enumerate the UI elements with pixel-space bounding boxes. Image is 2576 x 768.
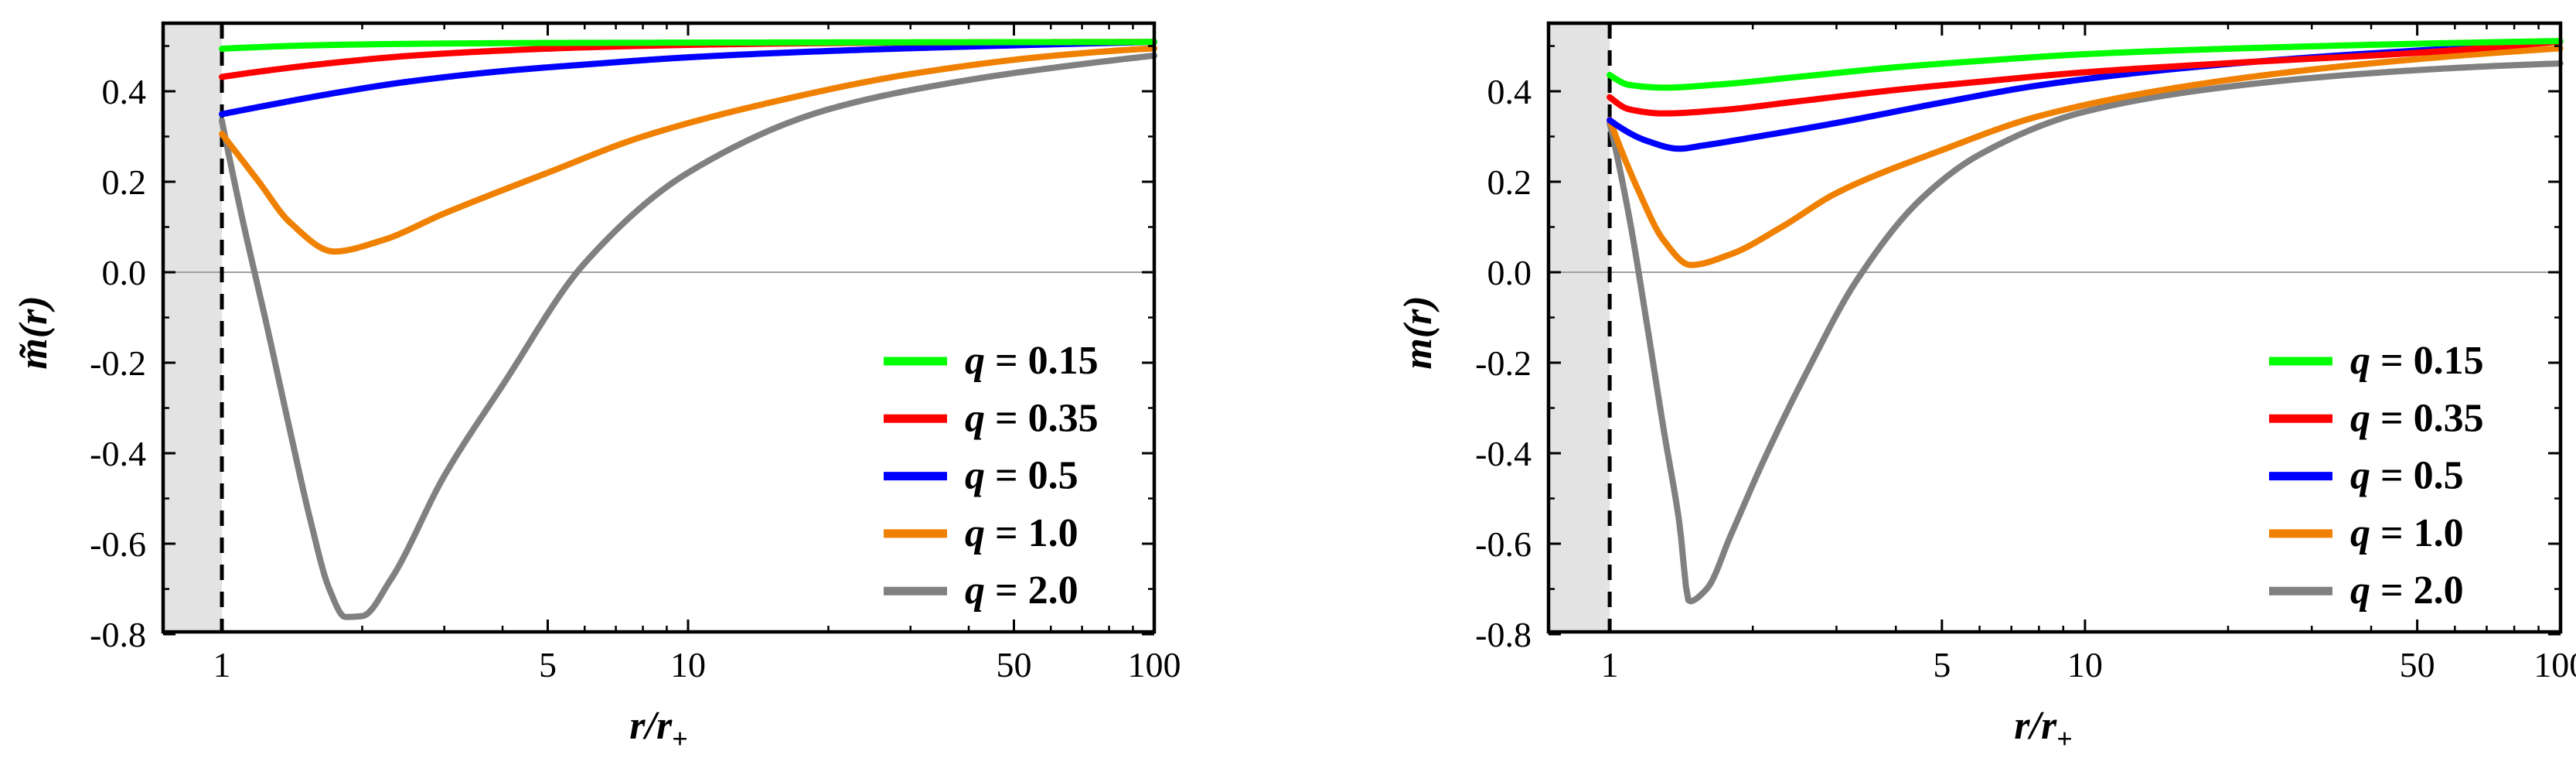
svg-text:100: 100 xyxy=(1128,645,1181,684)
svg-text:0.2: 0.2 xyxy=(102,162,147,202)
svg-text:50: 50 xyxy=(996,645,1031,684)
svg-text:q = 2.0: q = 2.0 xyxy=(965,568,1078,613)
svg-text:-0.6: -0.6 xyxy=(90,524,146,564)
svg-text:0.0: 0.0 xyxy=(1487,253,1532,292)
svg-text:-0.2: -0.2 xyxy=(90,343,146,383)
svg-text:m(r): m(r) xyxy=(1396,295,1440,369)
svg-text:q = 2.0: q = 2.0 xyxy=(2350,568,2464,613)
svg-text:q = 0.5: q = 0.5 xyxy=(2350,454,2464,498)
svg-text:1: 1 xyxy=(213,645,231,684)
svg-text:5: 5 xyxy=(539,645,557,684)
svg-text:-0.6: -0.6 xyxy=(1475,524,1532,564)
svg-text:-0.8: -0.8 xyxy=(1475,615,1532,654)
svg-text:-0.8: -0.8 xyxy=(90,615,146,654)
svg-text:q = 0.5: q = 0.5 xyxy=(965,454,1078,498)
svg-text:q = 0.35: q = 0.35 xyxy=(965,396,1099,440)
svg-text:q = 0.15: q = 0.15 xyxy=(965,339,1099,383)
svg-text:0.2: 0.2 xyxy=(1487,162,1532,202)
svg-text:q = 0.15: q = 0.15 xyxy=(2350,339,2484,383)
svg-text:0.4: 0.4 xyxy=(102,72,147,111)
svg-text:q = 1.0: q = 1.0 xyxy=(2350,511,2464,555)
svg-text:0.4: 0.4 xyxy=(1487,72,1532,111)
svg-text:m̃(r): m̃(r) xyxy=(12,295,56,369)
svg-text:10: 10 xyxy=(670,645,706,684)
svg-text:q = 0.35: q = 0.35 xyxy=(2350,396,2484,440)
svg-text:-0.2: -0.2 xyxy=(1475,343,1532,383)
svg-text:-0.4: -0.4 xyxy=(90,434,146,473)
svg-text:10: 10 xyxy=(2067,645,2103,684)
svg-text:5: 5 xyxy=(1933,645,1951,684)
svg-text:50: 50 xyxy=(2400,645,2435,684)
svg-text:0.0: 0.0 xyxy=(102,253,147,292)
svg-text:q = 1.0: q = 1.0 xyxy=(965,511,1078,555)
svg-text:1: 1 xyxy=(1601,645,1619,684)
svg-text:-0.4: -0.4 xyxy=(1475,434,1532,473)
svg-text:100: 100 xyxy=(2533,645,2576,684)
